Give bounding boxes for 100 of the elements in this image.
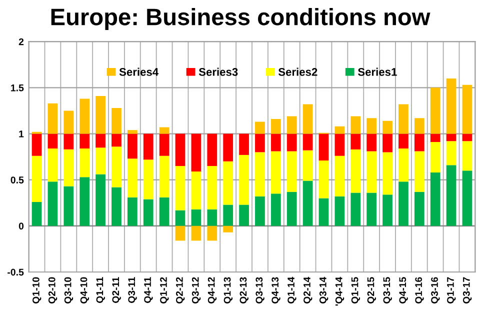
bar — [334, 156, 345, 196]
x-tick-label: Q1-15 — [351, 277, 360, 304]
bar — [366, 118, 377, 134]
x-tick-label: Q1-16 — [415, 277, 424, 304]
bar — [207, 209, 218, 226]
bar — [191, 134, 202, 172]
bar — [112, 108, 122, 134]
x-tick-label: Q3-16 — [431, 277, 440, 304]
bar — [430, 134, 440, 142]
bar — [446, 165, 456, 226]
x-tick-label: Q1-11 — [96, 277, 105, 303]
bar — [223, 161, 234, 205]
bar — [159, 156, 170, 198]
bar — [318, 160, 329, 198]
bar — [414, 118, 424, 134]
bar — [223, 226, 234, 232]
x-tick-label: Q3-17 — [462, 277, 472, 304]
bar — [398, 182, 408, 226]
x-tick-label: Q2-14 — [304, 276, 312, 304]
bar — [286, 192, 297, 226]
bar — [175, 134, 186, 166]
bar — [143, 199, 154, 226]
bar — [270, 151, 281, 194]
bar — [175, 166, 186, 210]
bar — [350, 149, 361, 193]
bar — [159, 127, 170, 134]
bar — [398, 134, 408, 149]
bar — [143, 134, 154, 160]
bar — [382, 194, 392, 226]
bar — [398, 104, 408, 134]
bar — [191, 226, 202, 241]
bar — [48, 103, 58, 134]
bar — [48, 182, 58, 226]
bar — [32, 134, 42, 156]
x-tick-label: Q4-12 — [208, 277, 217, 304]
bar — [446, 134, 456, 142]
bar — [350, 116, 361, 134]
x-tick-label: Q4-10 — [80, 277, 90, 304]
bar — [382, 134, 392, 152]
bar — [414, 192, 424, 226]
bar — [430, 88, 440, 134]
x-tick-label: Q2-13 — [240, 277, 248, 304]
bar — [207, 166, 218, 210]
bar — [302, 134, 313, 150]
bar — [191, 209, 202, 226]
bar — [446, 78, 456, 134]
x-tick-label: Q1-17 — [447, 277, 456, 304]
bar — [270, 134, 281, 152]
bar — [350, 192, 361, 226]
y-tick-label: 0 — [18, 222, 24, 230]
bar — [48, 134, 58, 149]
bar — [80, 98, 90, 134]
legend-label: Series1 — [358, 68, 397, 76]
bar — [159, 134, 170, 156]
bar — [64, 110, 74, 134]
bar — [255, 152, 265, 196]
bar — [462, 170, 472, 226]
bar — [96, 96, 106, 134]
bar — [318, 198, 329, 226]
legend-label: Series3 — [198, 68, 238, 76]
bar — [462, 141, 472, 171]
bar — [96, 148, 106, 174]
bar — [302, 180, 313, 226]
bar — [64, 149, 74, 186]
bar — [414, 151, 424, 192]
bar — [430, 172, 440, 226]
bar — [239, 154, 249, 205]
bar — [223, 134, 234, 162]
bar — [302, 150, 313, 181]
bar — [112, 134, 122, 147]
x-tick-label: Q3-10 — [64, 277, 74, 304]
x-tick-label: Q1-13 — [224, 277, 233, 304]
bar — [334, 126, 345, 134]
bar — [286, 116, 297, 134]
x-tick-label: Q2-15 — [367, 277, 376, 304]
y-tick-label: 0.5 — [10, 176, 24, 184]
bar — [270, 194, 281, 226]
bar — [239, 134, 249, 155]
legend-label: Series4 — [119, 68, 159, 76]
bar — [80, 148, 90, 178]
x-tick-label: Q1-14 — [288, 276, 296, 304]
bar — [191, 172, 202, 210]
bar — [112, 146, 122, 188]
x-tick-label: Q4-11 — [144, 277, 153, 303]
bar — [127, 134, 138, 159]
bar — [175, 226, 186, 241]
y-tick-label: 2 — [18, 38, 24, 46]
bar — [398, 148, 408, 182]
bar — [64, 186, 74, 226]
x-tick-label: Q3-14 — [319, 276, 328, 304]
y-tick-label: 1.5 — [11, 84, 24, 92]
y-tick-label: 1 — [19, 130, 24, 138]
bar — [334, 134, 345, 156]
bar — [127, 158, 138, 198]
bar — [286, 151, 297, 192]
bar — [414, 134, 424, 152]
x-tick-label: Q3-12 — [192, 277, 201, 304]
bar — [96, 174, 106, 226]
bar — [462, 134, 472, 142]
x-tick-label: 'Q4-14 — [335, 276, 344, 306]
